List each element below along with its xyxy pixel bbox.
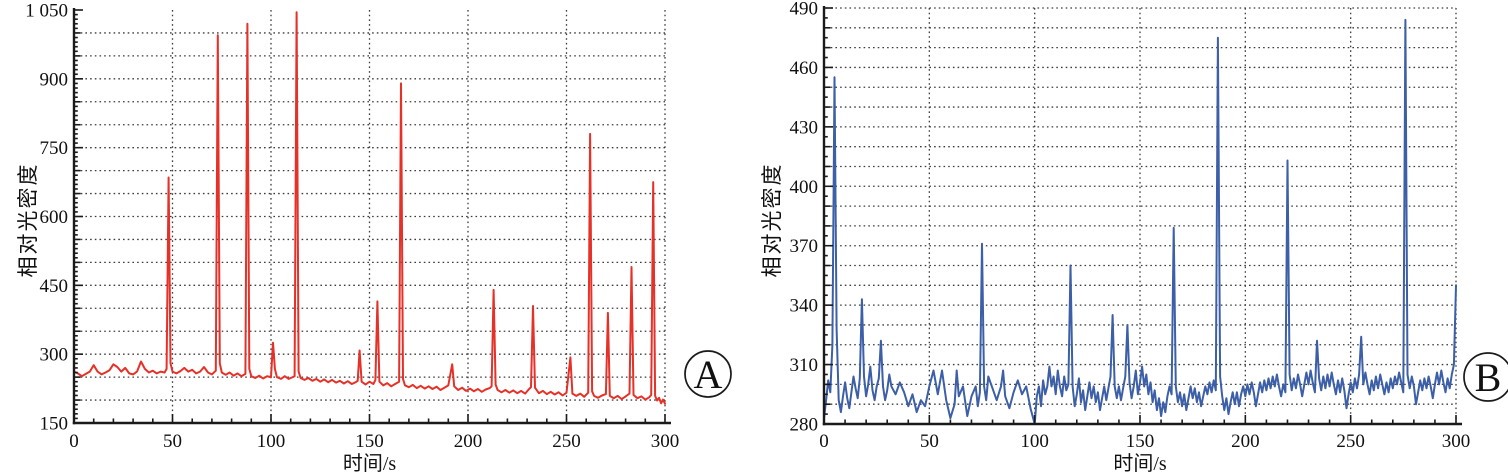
x-axis-title: 时间/s xyxy=(343,452,397,475)
x-tick-label: 200 xyxy=(1231,431,1260,452)
x-tick-label: 150 xyxy=(355,431,384,452)
x-tick-label: 300 xyxy=(651,431,680,452)
y-tick-label: 430 xyxy=(790,117,819,138)
y-axis-title: 相对光密度 xyxy=(16,163,40,278)
y-tick-label: 750 xyxy=(40,138,69,159)
panel-badge-label: A xyxy=(694,352,723,397)
x-tick-label: 50 xyxy=(920,431,939,452)
y-tick-label: 1 050 xyxy=(25,1,68,22)
y-tick-label: 460 xyxy=(790,58,819,79)
x-tick-label: 300 xyxy=(1442,431,1471,452)
y-tick-label: 600 xyxy=(40,207,69,228)
chart-a-canvas: 150 300 450 600 750 900 1 050 0 50 100 150 200 250 30… xyxy=(16,1,732,475)
x-axis-title: 时间/s xyxy=(1113,452,1167,475)
x-tick-label: 0 xyxy=(69,431,79,452)
chart-panel-a: 150 300 450 600 750 900 1 050 0 50 100 150 200 250 30… xyxy=(16,1,732,475)
y-tick-label: 400 xyxy=(790,177,819,198)
y-axis-title: 相对光密度 xyxy=(760,163,784,278)
chart-b-canvas: 280 310 340 370 400 430 460 490 0 50 100 150 200 250 3… xyxy=(760,0,1508,475)
y-tick-label: 450 xyxy=(40,276,69,297)
x-tick-label: 0 xyxy=(819,431,829,452)
x-tick-label: 200 xyxy=(454,431,483,452)
panel-badge-circle xyxy=(1463,352,1508,402)
x-tick-label: 250 xyxy=(1336,431,1365,452)
y-tick-label: 280 xyxy=(790,415,819,436)
x-tick-label: 50 xyxy=(163,431,182,452)
y-tick-label: 490 xyxy=(790,0,819,20)
series-line-b xyxy=(823,18,1457,425)
y-tick-label: 370 xyxy=(790,236,819,257)
y-tick-label: 150 xyxy=(40,414,69,435)
chart-panel-b: 280 310 340 370 400 430 460 490 0 50 100 150 200 250 3… xyxy=(758,0,1508,475)
y-tick-label: 900 xyxy=(40,69,69,90)
panel-badge-circle xyxy=(684,350,732,398)
x-tick-label: 100 xyxy=(1020,431,1049,452)
x-tick-label: 250 xyxy=(552,431,581,452)
y-tick-label: 340 xyxy=(790,296,819,317)
series-line-a xyxy=(73,11,666,405)
x-tick-label: 100 xyxy=(257,431,286,452)
panel-badge-label: B xyxy=(1475,355,1502,400)
y-tick-label: 310 xyxy=(790,355,819,376)
x-tick-label: 150 xyxy=(1126,431,1155,452)
y-tick-label: 300 xyxy=(40,345,69,366)
